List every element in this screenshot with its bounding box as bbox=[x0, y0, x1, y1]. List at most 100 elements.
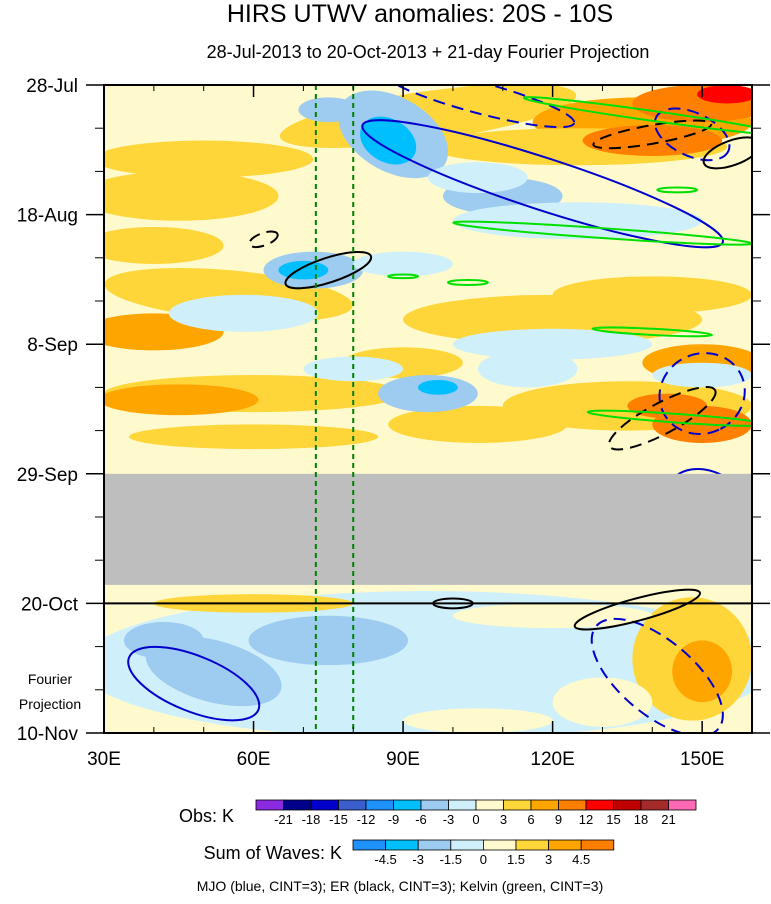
colorbar-swatch bbox=[503, 799, 532, 811]
anomaly-patch bbox=[278, 260, 329, 280]
colorbar-swatch bbox=[482, 839, 517, 851]
anomaly-patch bbox=[104, 171, 279, 221]
colorbar-level-label: 1.5 bbox=[507, 852, 525, 867]
colorbar-level-label: -3 bbox=[412, 852, 424, 867]
chart-title: HIRS UTWV anomalies: 20S - 10S bbox=[227, 0, 613, 28]
x-tick-label: 30E bbox=[87, 749, 121, 770]
mjo-contour bbox=[361, 119, 724, 249]
x-tick-label: 120E bbox=[530, 749, 574, 770]
kelvin-contour bbox=[522, 96, 752, 136]
colorbar-swatch bbox=[393, 799, 422, 811]
anomaly-patch bbox=[697, 85, 752, 104]
projection-label-line2: Projection bbox=[19, 696, 81, 712]
kelvin-contour bbox=[446, 279, 489, 286]
er-contour bbox=[592, 119, 713, 150]
obs-colorbar-title: Obs: K bbox=[179, 806, 234, 826]
colorbar-level-label: -4.5 bbox=[374, 852, 396, 867]
colorbar-level-label: 3 bbox=[500, 812, 507, 827]
kelvin-contour bbox=[656, 186, 699, 194]
colorbar-swatch bbox=[420, 799, 449, 811]
anomaly-patch bbox=[168, 294, 319, 332]
colorbar-swatch bbox=[450, 839, 484, 851]
colorbar-level-label: 0 bbox=[472, 812, 479, 827]
projection-label-line1: Fourier bbox=[28, 671, 73, 687]
y-axis: 28-Jul 18-Aug 8-Sep 29-Sep 20-Oct 10-Nov bbox=[17, 76, 770, 745]
colorbar-level-label: 6 bbox=[527, 812, 534, 827]
anomaly-patch bbox=[452, 328, 653, 360]
colorbar-level-label: -18 bbox=[302, 812, 321, 827]
colorbar-level-label: 18 bbox=[634, 812, 648, 827]
kelvin-contour bbox=[586, 409, 752, 427]
colorbar-swatch bbox=[668, 799, 697, 811]
er-contour bbox=[702, 136, 752, 170]
reference-longitude-lines bbox=[314, 85, 355, 733]
mjo-contour bbox=[590, 617, 724, 733]
colorbar-swatch bbox=[548, 839, 582, 851]
x-tick-label: 90E bbox=[386, 749, 420, 770]
x-tick-label: 150E bbox=[680, 749, 724, 770]
mjo-contour bbox=[653, 107, 731, 162]
anomaly-patch bbox=[128, 424, 379, 450]
mjo-contour bbox=[658, 352, 746, 436]
obs-colorbar: -21 -18 -15 -12 -9 -6 -3 0 3 6 9 12 15 18 21 bbox=[255, 799, 697, 827]
colorbar-level-label: 12 bbox=[579, 812, 593, 827]
plot-area bbox=[104, 85, 752, 733]
colorbar-swatch bbox=[283, 799, 312, 811]
colorbar-level-label: -9 bbox=[388, 812, 400, 827]
y-tick-label: 28-Jul bbox=[26, 76, 78, 97]
colorbar-swatch bbox=[365, 799, 394, 811]
anomaly-patch bbox=[123, 621, 204, 659]
anomaly-patch bbox=[418, 379, 458, 395]
colorbar-level-label: -12 bbox=[357, 812, 376, 827]
mjo-contour bbox=[127, 645, 261, 722]
anomaly-patch bbox=[360, 116, 417, 165]
anomaly-patch bbox=[104, 140, 314, 178]
waves-colorbar: -4.5 -3 -1.5 0 1.5 3 4.5 bbox=[352, 839, 615, 867]
colorbar-level-label: 9 bbox=[555, 812, 562, 827]
anomaly-patch bbox=[477, 350, 578, 388]
anomaly-patch bbox=[652, 362, 752, 388]
anomaly-patch bbox=[403, 708, 553, 733]
colorbar-level-label: 0 bbox=[480, 852, 487, 867]
y-tick-label: 18-Aug bbox=[17, 206, 78, 227]
mjo-contour bbox=[380, 85, 576, 129]
colorbar-swatch bbox=[255, 799, 284, 811]
colorbar-level-label: 21 bbox=[661, 812, 675, 827]
anomaly-patch bbox=[104, 384, 259, 416]
colorbar-swatch bbox=[530, 799, 559, 811]
anomaly-patch bbox=[353, 251, 453, 277]
colorbar-swatch bbox=[352, 839, 386, 851]
er-contour bbox=[248, 230, 279, 249]
anomaly-patch bbox=[552, 677, 653, 727]
waves-colorbar-title: Sum of Waves: K bbox=[204, 843, 342, 863]
colorbar-level-label: -3 bbox=[443, 812, 455, 827]
anomaly-patch bbox=[388, 405, 568, 443]
colorbar-swatch bbox=[448, 799, 477, 811]
colorbar-swatch bbox=[613, 799, 642, 811]
colorbar-swatch bbox=[585, 799, 614, 811]
colorbar-swatch bbox=[580, 839, 615, 851]
contour-legend: MJO (blue, CINT=3); ER (black, CINT=3); … bbox=[197, 878, 604, 894]
colorbar-level-label: -6 bbox=[415, 812, 427, 827]
chart-subtitle: 28-Jul-2013 to 20-Oct-2013 + 21-day Four… bbox=[207, 42, 650, 62]
colorbar-swatch bbox=[417, 839, 452, 851]
colorbar-swatch bbox=[515, 839, 549, 851]
colorbar-swatch bbox=[475, 799, 504, 811]
y-tick-label: 29-Sep bbox=[17, 465, 78, 486]
colorbar-level-label: 4.5 bbox=[572, 852, 590, 867]
anomaly-patch bbox=[248, 615, 409, 666]
colorbar-level-label: 15 bbox=[606, 812, 620, 827]
kelvin-contour bbox=[387, 273, 420, 280]
colorbar-level-label: -15 bbox=[329, 812, 348, 827]
colorbar-swatch bbox=[558, 799, 587, 811]
y-tick-label: 8-Sep bbox=[27, 335, 78, 356]
colorbar-swatch bbox=[640, 799, 669, 811]
anomaly-patch bbox=[582, 125, 723, 156]
anomaly-patch bbox=[104, 226, 224, 264]
anomaly-patch bbox=[428, 162, 528, 193]
colorbar-swatch bbox=[310, 799, 339, 811]
er-contour bbox=[573, 588, 702, 631]
y-tick-label: 20-Oct bbox=[21, 594, 79, 615]
kelvin-contour bbox=[591, 326, 714, 338]
